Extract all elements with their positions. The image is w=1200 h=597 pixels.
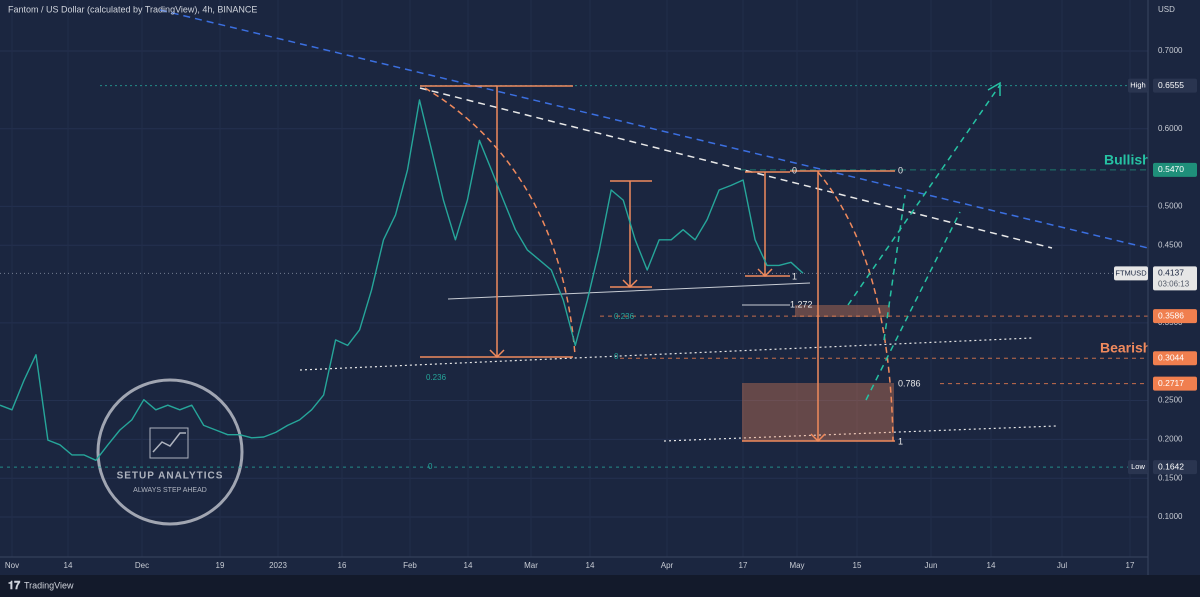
levels bbox=[0, 85, 1148, 468]
x-tick-label: Mar bbox=[524, 561, 538, 570]
y-tick-label: 0.7000 bbox=[1158, 46, 1183, 55]
watermark-name: SETUP ANALYTICS bbox=[117, 471, 224, 482]
price-tag bbox=[1114, 266, 1148, 281]
x-tick-label: 17 bbox=[1126, 561, 1135, 570]
trendline bbox=[419, 87, 1053, 249]
x-tick-label: Jul bbox=[1057, 561, 1067, 570]
fib-label: 0 bbox=[428, 462, 433, 471]
x-tick-label: 14 bbox=[586, 561, 595, 570]
x-tick-label: May bbox=[789, 561, 804, 570]
fib-label: 0 bbox=[898, 165, 903, 175]
plot bbox=[0, 99, 804, 461]
price-marker bbox=[1153, 78, 1197, 93]
x-tick-label: 14 bbox=[987, 561, 996, 570]
price-marker-label: 0.1642 bbox=[1158, 461, 1184, 471]
trendline bbox=[447, 282, 811, 300]
price-tag bbox=[1128, 460, 1148, 475]
price-marker-label: 0.6555 bbox=[1158, 80, 1184, 90]
y-tick-label: 0.1000 bbox=[1158, 512, 1183, 521]
y-axis: 0.70000.60000.50000.45000.35000.25000.20… bbox=[1114, 46, 1197, 521]
x-tick-label: Nov bbox=[5, 561, 19, 570]
y-tick-label: 0.2000 bbox=[1158, 434, 1183, 443]
fib-label: 0.236 bbox=[614, 312, 635, 321]
arrow bbox=[757, 268, 773, 278]
fib-label: 1 bbox=[898, 436, 903, 446]
y-tick-label: 0.2500 bbox=[1158, 396, 1183, 405]
grid bbox=[0, 50, 1148, 518]
price-marker bbox=[1153, 376, 1197, 391]
y-tick-label: 0.6000 bbox=[1158, 124, 1183, 133]
price-marker bbox=[1153, 460, 1197, 475]
scenario-line bbox=[865, 211, 961, 401]
arc bbox=[817, 171, 894, 442]
price-marker-label: 0.5470 bbox=[1158, 164, 1184, 174]
price-tag-label: Low bbox=[1131, 462, 1145, 471]
footer-bar bbox=[0, 575, 1200, 597]
arc bbox=[424, 87, 576, 356]
fib-label: 0 bbox=[792, 165, 797, 175]
bullish-label: Bullish bbox=[1104, 152, 1151, 168]
y-tick-label: 0.1500 bbox=[1158, 473, 1183, 482]
x-tick-label: 17 bbox=[739, 561, 748, 570]
x-tick-label: 2023 bbox=[269, 561, 287, 570]
watermark-icon bbox=[152, 432, 186, 453]
price-tag-label: FTMUSD bbox=[1115, 268, 1147, 277]
price-marker bbox=[1153, 351, 1197, 366]
trendline bbox=[159, 9, 1149, 249]
trendline bbox=[663, 425, 1057, 442]
scenario-line bbox=[883, 194, 906, 341]
fib-label: 0.786 bbox=[898, 378, 921, 388]
x-tick-label: Dec bbox=[135, 561, 149, 570]
x-tick-label: 14 bbox=[464, 561, 473, 570]
x-tick-label: Feb bbox=[403, 561, 417, 570]
scenario-line bbox=[847, 84, 1001, 306]
x-tick-label: 16 bbox=[338, 561, 347, 570]
y-tick-label: 0.5000 bbox=[1158, 201, 1183, 210]
price-tag-label: High bbox=[1130, 81, 1145, 90]
price-marker bbox=[1153, 309, 1197, 324]
countdown: 03:06:13 bbox=[1158, 279, 1190, 288]
price-marker-label: 0.2717 bbox=[1158, 378, 1184, 388]
price-line bbox=[0, 99, 804, 461]
x-tick-label: 19 bbox=[216, 561, 225, 570]
trendline bbox=[299, 337, 1033, 371]
price-marker bbox=[1153, 162, 1197, 177]
arrow bbox=[622, 279, 638, 289]
fib-label: 0 bbox=[614, 352, 619, 361]
watermark-icon bbox=[149, 427, 189, 459]
fib-label: 1.272 bbox=[790, 299, 813, 309]
price-marker-label: 0.4137 bbox=[1158, 268, 1184, 278]
fib-label: 0.236 bbox=[426, 373, 447, 382]
price-marker-label: 0.3586 bbox=[1158, 310, 1184, 320]
y-tick-label: 0.4500 bbox=[1158, 240, 1183, 249]
chart-title: Fantom / US Dollar (calculated by Tradin… bbox=[8, 4, 257, 14]
fib-label: 1 bbox=[792, 271, 797, 281]
price-tag bbox=[1128, 78, 1148, 93]
arrow bbox=[987, 81, 1001, 96]
x-tick-label: Apr bbox=[661, 561, 674, 570]
watermark-slogan: ALWAYS STEP AHEAD bbox=[133, 487, 207, 494]
x-axis: Nov 14 Dec 19 2023 16 Feb 14 Mar 14 Apr 17 May 15 Jun 1… bbox=[5, 561, 1135, 570]
x-tick-label: 14 bbox=[64, 561, 73, 570]
drawings bbox=[159, 9, 1149, 443]
footer-logo: 𝟏𝟕 bbox=[8, 580, 21, 592]
x-tick-label: Jun bbox=[925, 561, 938, 570]
footer-brand: TradingView bbox=[24, 580, 74, 590]
currency-label: USD bbox=[1158, 5, 1175, 14]
target-zone bbox=[795, 305, 890, 317]
watermark: SETUP ANALYTICS ALWAYS STEP AHEAD bbox=[96, 378, 244, 526]
target-zone bbox=[742, 383, 894, 441]
watermark-ring bbox=[96, 378, 244, 526]
price-marker-label: 0.3044 bbox=[1158, 353, 1184, 363]
price-marker bbox=[1153, 266, 1197, 291]
arrow bbox=[489, 349, 505, 359]
bearish-label: Bearish bbox=[1100, 340, 1151, 356]
x-tick-label: 15 bbox=[853, 561, 862, 570]
